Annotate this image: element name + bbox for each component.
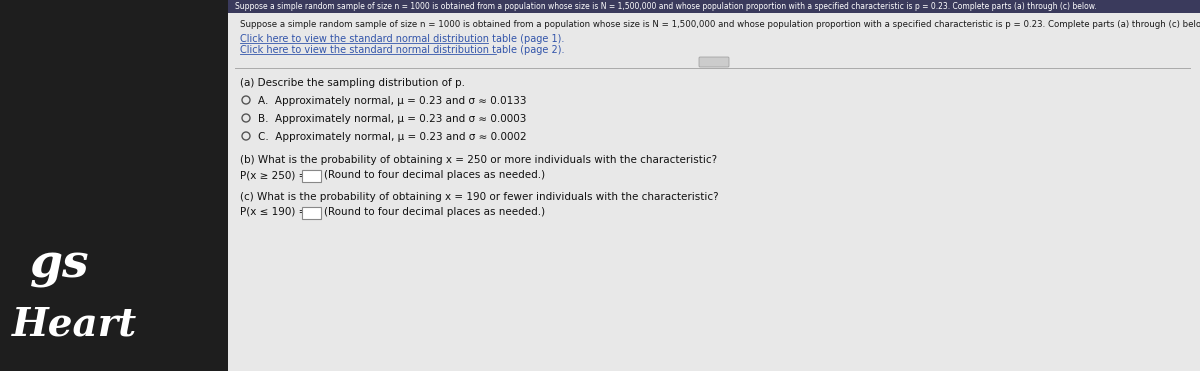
Text: (a) Describe the sampling distribution of p.: (a) Describe the sampling distribution o… <box>240 78 466 88</box>
Text: (Round to four decimal places as needed.): (Round to four decimal places as needed.… <box>324 170 545 180</box>
FancyBboxPatch shape <box>698 57 730 67</box>
Text: Suppose a simple random sample of size n = 1000 is obtained from a population wh: Suppose a simple random sample of size n… <box>240 20 1200 29</box>
Text: gs: gs <box>30 242 90 288</box>
FancyBboxPatch shape <box>301 170 320 181</box>
FancyBboxPatch shape <box>228 0 1200 371</box>
Text: Click here to view the standard normal distribution table (page 1).: Click here to view the standard normal d… <box>240 34 564 44</box>
Text: C.  Approximately normal, μ = 0.23 and σ ≈ 0.0002: C. Approximately normal, μ = 0.23 and σ … <box>258 132 527 142</box>
Text: (b) What is the probability of obtaining x = 250 or more individuals with the ch: (b) What is the probability of obtaining… <box>240 155 718 165</box>
Text: P(x ≥ 250) =: P(x ≥ 250) = <box>240 170 307 180</box>
FancyBboxPatch shape <box>228 0 1200 13</box>
Text: P(x ≤ 190) =: P(x ≤ 190) = <box>240 207 307 217</box>
Text: Click here to view the standard normal distribution table (page 2).: Click here to view the standard normal d… <box>240 45 564 55</box>
Text: (c) What is the probability of obtaining x = 190 or fewer individuals with the c: (c) What is the probability of obtaining… <box>240 192 719 202</box>
FancyBboxPatch shape <box>0 0 228 371</box>
Text: Heart: Heart <box>12 306 138 344</box>
Text: A.  Approximately normal, μ = 0.23 and σ ≈ 0.0133: A. Approximately normal, μ = 0.23 and σ … <box>258 96 527 106</box>
FancyBboxPatch shape <box>301 207 320 219</box>
Text: Suppose a simple random sample of size n = 1000 is obtained from a population wh: Suppose a simple random sample of size n… <box>235 2 1097 11</box>
Text: (Round to four decimal places as needed.): (Round to four decimal places as needed.… <box>324 207 545 217</box>
Text: B.  Approximately normal, μ = 0.23 and σ ≈ 0.0003: B. Approximately normal, μ = 0.23 and σ … <box>258 114 527 124</box>
